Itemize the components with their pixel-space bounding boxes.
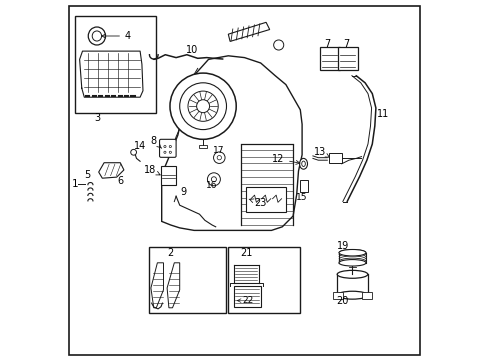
Polygon shape <box>167 263 179 308</box>
Ellipse shape <box>338 260 365 266</box>
Text: 2: 2 <box>167 248 173 258</box>
Bar <box>149 247 226 313</box>
Text: 13: 13 <box>313 147 329 157</box>
Polygon shape <box>162 56 302 230</box>
Bar <box>161 166 176 185</box>
Bar <box>228 247 300 313</box>
Ellipse shape <box>299 158 307 169</box>
Polygon shape <box>228 22 269 41</box>
Polygon shape <box>151 263 163 308</box>
Text: 4: 4 <box>102 31 131 41</box>
Text: 17: 17 <box>212 146 224 155</box>
Text: 21: 21 <box>240 248 252 258</box>
Text: 23: 23 <box>248 198 266 208</box>
Text: 14: 14 <box>134 141 146 151</box>
Ellipse shape <box>337 291 367 299</box>
Bar <box>328 153 341 163</box>
Circle shape <box>130 149 136 155</box>
Text: 7: 7 <box>343 39 349 49</box>
Text: 12: 12 <box>271 154 299 165</box>
Bar <box>233 286 260 307</box>
Text: 16: 16 <box>206 181 218 190</box>
Text: 22: 22 <box>237 296 253 305</box>
Text: 7: 7 <box>324 39 330 49</box>
Ellipse shape <box>338 249 365 256</box>
Bar <box>246 187 285 212</box>
Text: 6: 6 <box>117 176 123 186</box>
Circle shape <box>273 40 283 50</box>
Text: 19: 19 <box>336 240 348 251</box>
Circle shape <box>170 73 236 139</box>
Text: 5: 5 <box>84 170 90 180</box>
Text: 1: 1 <box>72 179 79 189</box>
Bar <box>75 16 155 113</box>
Polygon shape <box>80 51 142 97</box>
Text: 3: 3 <box>94 113 100 123</box>
Bar <box>320 47 339 70</box>
FancyBboxPatch shape <box>159 139 176 157</box>
Circle shape <box>207 173 220 186</box>
Bar <box>199 145 206 148</box>
Text: 8: 8 <box>150 136 162 148</box>
Text: 11: 11 <box>376 109 388 120</box>
Bar <box>332 292 342 299</box>
Bar <box>299 180 307 192</box>
Circle shape <box>213 152 224 163</box>
Polygon shape <box>99 163 123 178</box>
Text: 9: 9 <box>180 186 186 197</box>
Text: 15: 15 <box>295 193 306 202</box>
Bar <box>362 292 371 299</box>
Text: 10: 10 <box>186 45 198 55</box>
Ellipse shape <box>337 270 367 278</box>
Text: 20: 20 <box>336 296 348 306</box>
Text: 18: 18 <box>144 165 160 175</box>
Bar <box>337 47 357 70</box>
